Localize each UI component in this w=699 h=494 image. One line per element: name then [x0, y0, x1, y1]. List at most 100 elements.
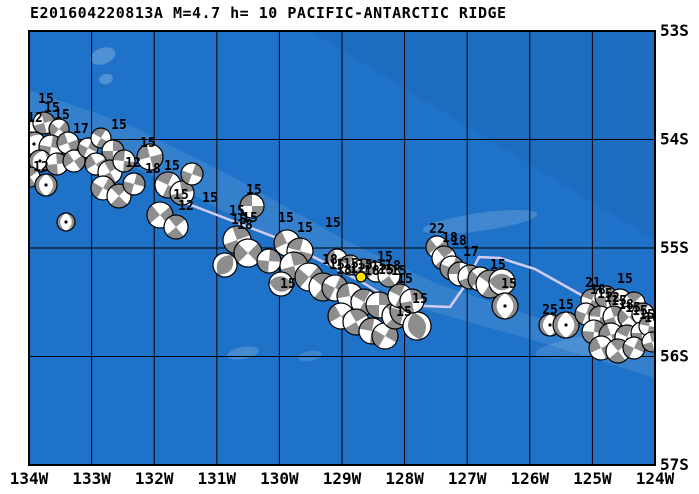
longitude-label: 124W — [636, 469, 675, 488]
beachball-outline — [136, 143, 164, 171]
beachball-outline — [122, 172, 146, 196]
beachball-center-dot — [38, 159, 42, 163]
beachball-quadrants — [223, 226, 251, 254]
focal-mechanism-beachball — [256, 248, 282, 274]
beachball-quadrants — [240, 194, 264, 218]
depth-label: 15 — [231, 213, 247, 228]
depth-label: 15 — [412, 292, 428, 307]
focal-mechanism-beachball — [29, 149, 52, 173]
beachball-quadrants — [170, 181, 194, 205]
depth-label: 15 — [397, 272, 413, 287]
depth-label: 15 — [164, 159, 180, 174]
beachball-quadrants — [123, 173, 145, 195]
depth-label: 15 — [173, 188, 189, 203]
beachball-outline — [491, 292, 519, 320]
depth-label: 15 — [229, 204, 245, 219]
beachball-outline — [622, 336, 646, 360]
beachball-quadrants — [181, 163, 203, 185]
beachball-quadrants — [322, 276, 348, 300]
longitude-label: 128W — [385, 469, 424, 488]
beachball-quadrants — [400, 289, 424, 313]
beachball-outline — [268, 271, 294, 297]
depth-label: 25 — [542, 303, 558, 318]
beachball-quadrants — [581, 289, 603, 311]
depth-label: 15 — [325, 216, 341, 231]
beachball-center-dot — [548, 323, 552, 327]
focal-mechanism-beachball — [399, 288, 425, 314]
depth-label: 18 — [237, 218, 253, 233]
depth-label: 21 — [585, 276, 601, 291]
depth-label: 15 — [246, 183, 262, 198]
longitude-label: 133W — [72, 469, 111, 488]
focal-mechanism-beachball — [488, 268, 516, 296]
depth-label: 15 — [111, 118, 127, 133]
focal-mechanism-beachball — [605, 338, 631, 364]
focal-mechanism-beachball — [212, 252, 238, 278]
beachball-quadrants — [29, 167, 39, 187]
latitude-label: 54S — [660, 130, 689, 149]
depth-label: 15 — [377, 250, 393, 265]
beachball-center-dot — [44, 183, 48, 187]
depth-label: 12 — [604, 291, 620, 306]
longitude-label: 129W — [323, 469, 362, 488]
beachball-quadrants — [234, 243, 262, 263]
depth-label: 15 — [357, 258, 373, 273]
beachball-quadrants — [639, 316, 655, 336]
depth-label: 12 — [33, 160, 49, 175]
focal-mechanism-beachball — [239, 193, 265, 219]
depth-label: 18 — [618, 298, 634, 313]
depth-label: 15 — [558, 298, 574, 313]
depth-label: 15 — [278, 211, 294, 226]
beachball-quadrants — [595, 286, 617, 308]
depth-label: 15 — [280, 277, 296, 292]
depth-label: 15 — [371, 259, 387, 274]
beachball-quadrants — [110, 184, 128, 208]
focal-mechanism-beachball — [268, 271, 294, 297]
beachball-quadrants — [257, 249, 281, 273]
depth-label: 15 — [202, 191, 218, 206]
beachball-outline — [239, 193, 265, 219]
depth-label: 15 — [38, 92, 54, 107]
beachball-band — [489, 273, 515, 291]
focal-mechanism-beachball — [371, 322, 399, 350]
beachball-quadrants — [63, 151, 85, 171]
beachball-quadrants — [113, 150, 135, 172]
event-epicenter-marker — [355, 271, 367, 283]
map-border — [28, 30, 656, 466]
depth-label: 15 — [329, 258, 345, 273]
depth-label: 15 — [391, 264, 407, 279]
longitude-label: 125W — [573, 469, 612, 488]
focal-mechanism-beachball — [552, 311, 580, 339]
depth-label: 15 — [242, 211, 258, 226]
focal-mechanism-beachball — [34, 173, 58, 197]
depth-label: 18 — [451, 234, 467, 249]
beachball-outline — [399, 288, 425, 314]
bathymetry-patch — [90, 47, 116, 65]
depth-label: 15 — [625, 301, 641, 316]
depth-label: 15 — [639, 308, 655, 323]
bathymetry-patch — [422, 209, 538, 235]
focal-mechanism-beachball — [163, 214, 189, 240]
longitude-label: 126W — [511, 469, 550, 488]
focal-mechanism-beachball — [377, 264, 401, 288]
depth-label: 15 — [44, 101, 60, 116]
beachball-outline — [212, 252, 238, 278]
beachball-quadrants — [46, 153, 68, 175]
depth-label: 18 — [385, 259, 401, 274]
beachball-outline — [163, 214, 189, 240]
latitude-label: 56S — [660, 347, 689, 366]
beachball-band — [269, 276, 293, 292]
depth-label: 15 — [396, 305, 412, 320]
focal-mechanism-beachball — [491, 292, 519, 320]
focal-mechanism-beachball — [112, 149, 136, 173]
beachball-band — [216, 255, 234, 275]
bathymetry-shading — [310, 31, 655, 240]
focal-mechanism-beachball — [136, 143, 164, 171]
beachball-outline — [180, 162, 204, 186]
depth-label: 12 — [125, 156, 141, 171]
beachball-quadrants — [623, 338, 645, 358]
depth-label: 18 — [145, 162, 161, 177]
beachball-quadrants — [379, 265, 399, 287]
